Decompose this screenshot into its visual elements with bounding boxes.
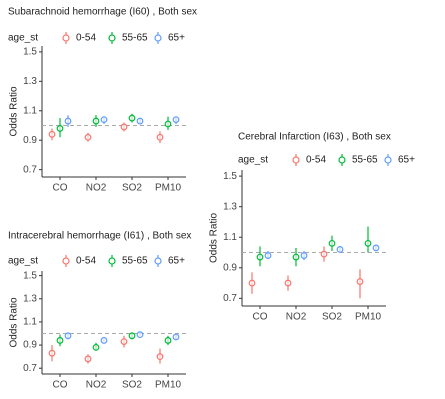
y-tick-label: 1.1 [23, 317, 37, 328]
point [248, 279, 256, 287]
y-axis-label: Odds Ratio [9, 297, 20, 347]
legend-label: 55-65 [122, 33, 148, 44]
legend-symbol [292, 156, 300, 164]
y-tick-label: 1.3 [23, 293, 37, 304]
x-tick-label: PM10 [355, 312, 382, 323]
point [92, 343, 100, 351]
point [56, 125, 64, 132]
point [300, 252, 308, 259]
legend-label: 65+ [168, 33, 185, 44]
y-tick-label: 1.5 [23, 270, 37, 281]
y-tick-label: 1.1 [23, 105, 37, 116]
point [172, 116, 180, 123]
point [100, 116, 108, 123]
point [56, 337, 64, 344]
point [84, 133, 92, 141]
legend-title: age_st [8, 256, 38, 267]
point [120, 123, 128, 131]
legend-label: 0-54 [76, 256, 96, 267]
point [172, 333, 180, 341]
legend-title: age_st [238, 155, 268, 166]
point [128, 332, 136, 340]
chart-title: Cerebral Infarction (I63) , Both sex [238, 132, 391, 143]
y-axis-label: Odds Ratio [209, 213, 220, 263]
x-tick-label: NO2 [86, 183, 107, 194]
x-tick-label: CO [53, 183, 68, 194]
point [92, 117, 100, 125]
y-tick-label: 0.9 [23, 135, 37, 146]
legend-symbol [62, 34, 70, 42]
point [128, 114, 136, 122]
point [356, 278, 364, 285]
x-tick-label: CO [53, 380, 68, 391]
y-tick-label: 1.1 [223, 232, 237, 243]
legend-symbol [108, 34, 116, 42]
point [120, 338, 128, 345]
x-tick-label: SO2 [122, 183, 142, 194]
y-tick-label: 1.5 [23, 47, 37, 58]
point [48, 349, 56, 357]
point [136, 331, 144, 339]
y-tick-label: 0.9 [23, 340, 37, 351]
legend-symbol [154, 257, 162, 265]
point [372, 244, 380, 252]
point [284, 279, 292, 287]
point [164, 120, 172, 128]
y-tick-label: 0.7 [23, 363, 37, 374]
point [84, 355, 92, 363]
y-tick-label: 1.3 [23, 76, 37, 87]
point [48, 130, 56, 138]
legend-label: 0-54 [306, 155, 326, 166]
point [264, 252, 272, 259]
point [136, 117, 144, 125]
point [292, 253, 300, 261]
x-tick-label: NO2 [86, 380, 107, 391]
point [156, 353, 164, 361]
point [156, 133, 164, 141]
point [328, 239, 336, 247]
point [256, 253, 264, 261]
legend-label: 65+ [398, 155, 415, 166]
legend-label: 0-54 [76, 33, 96, 44]
x-tick-label: PM10 [155, 183, 182, 194]
y-tick-label: 0.7 [223, 293, 237, 304]
chart-title: Intracerebral hemorrhage (I61) , Both se… [8, 231, 191, 242]
legend-symbol [338, 156, 346, 164]
x-tick-label: SO2 [122, 380, 142, 391]
x-tick-label: PM10 [155, 380, 182, 391]
legend-symbol [108, 257, 116, 265]
legend-label: 55-65 [122, 256, 148, 267]
legend-symbol [62, 257, 70, 265]
y-tick-label: 1.3 [223, 201, 237, 212]
point [336, 246, 344, 253]
legend-symbol [384, 156, 392, 164]
y-tick-label: 0.7 [23, 164, 37, 175]
point [320, 250, 328, 258]
x-tick-label: NO2 [286, 312, 307, 323]
x-tick-label: SO2 [322, 312, 342, 323]
point [64, 117, 72, 125]
legend-label: 65+ [168, 256, 185, 267]
chart-title: Subarachnoid hemorrhage (I60) , Both sex [8, 7, 197, 18]
point [364, 239, 372, 247]
point [64, 332, 72, 340]
y-tick-label: 0.9 [223, 262, 237, 273]
legend-label: 55-65 [352, 155, 378, 166]
x-tick-label: CO [253, 312, 268, 323]
y-axis-label: Odds Ratio [9, 86, 20, 136]
legend-symbol [154, 34, 162, 42]
point [100, 337, 108, 344]
legend-title: age_st [8, 33, 38, 44]
y-tick-label: 1.5 [223, 171, 237, 182]
point [164, 337, 172, 344]
